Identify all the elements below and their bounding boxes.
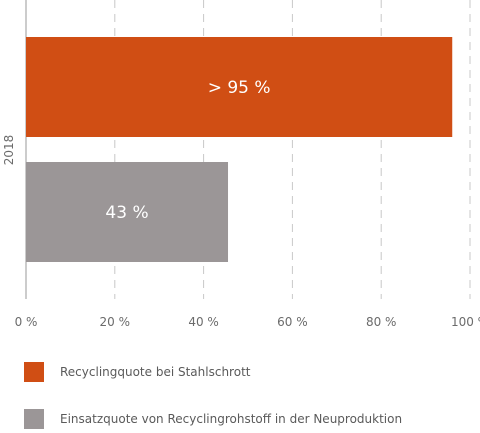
bar-chart: > 95 % 43 % 0 % 20 % 40 % 60 % 80 % 100 % 2018: [2, 0, 480, 329]
legend-label-recycling-quote: Recyclingquote bei Stahlschrott: [60, 365, 251, 379]
x-tick-label-40: 40 %: [188, 315, 219, 329]
legend-item-recycling-quote: Recyclingquote bei Stahlschrott: [24, 362, 250, 382]
data-label-input-quote: 43 %: [105, 203, 148, 223]
legend-swatch-orange: [24, 362, 44, 382]
x-tick-labels: 0 % 20 % 40 % 60 % 80 % 100 %: [15, 315, 480, 329]
x-tick-label-80: 80 %: [366, 315, 397, 329]
data-label-recycling-quote: > 95 %: [208, 78, 271, 98]
category-label: 2018: [2, 135, 16, 166]
legend-label-input-quote: Einsatzquote von Recyclingrohstoff in de…: [60, 412, 403, 426]
bar-input-quote: [26, 162, 229, 262]
bar-recycling-quote: [26, 37, 453, 137]
x-tick-label-60: 60 %: [277, 315, 308, 329]
x-tick-label-20: 20 %: [100, 315, 131, 329]
legend-swatch-gray: [24, 409, 44, 429]
bars: > 95 % 43 %: [26, 37, 453, 262]
x-tick-label-100: 100 %: [451, 315, 480, 329]
x-tick-label-0: 0 %: [15, 315, 38, 329]
legend-item-input-quote: Einsatzquote von Recyclingrohstoff in de…: [24, 409, 402, 429]
